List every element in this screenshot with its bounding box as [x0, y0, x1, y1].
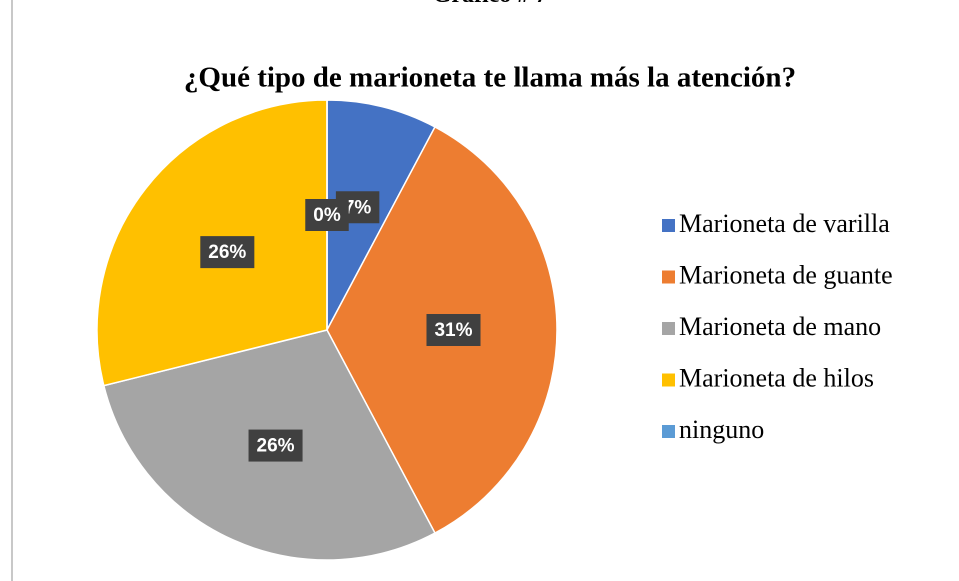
- legend-label: Marioneta de hilos: [679, 363, 874, 392]
- legend-swatch: [662, 219, 675, 232]
- data-label-text: 31%: [434, 320, 472, 341]
- pie-slice: [326, 99, 436, 331]
- legend-label: Marioneta de varilla: [679, 209, 890, 238]
- data-label-box: [426, 314, 481, 346]
- legend-label: ninguno: [679, 415, 764, 444]
- legend-label: Marioneta de guante: [679, 260, 893, 289]
- figure-heading: Gráfico # 7: [433, 0, 548, 8]
- data-label-text: 0%: [313, 205, 341, 226]
- chart-title: ¿Qué tipo de marioneta te llama más la a…: [184, 62, 796, 94]
- data-label-box: [248, 429, 303, 462]
- data-label-box: [305, 199, 349, 231]
- data-label: 26%: [248, 429, 303, 462]
- data-label: 0%: [305, 199, 349, 231]
- data-label-text: 26%: [257, 436, 295, 457]
- legend-swatch: [662, 425, 675, 438]
- legend-label: Marioneta de mano: [679, 312, 881, 341]
- data-label-text: 7%: [344, 197, 372, 218]
- legend-swatch: [662, 373, 675, 387]
- legend-swatch: [662, 270, 675, 284]
- data-label: 26%: [200, 236, 255, 269]
- data-label: 31%: [426, 314, 481, 346]
- legend-swatch: [662, 322, 675, 335]
- data-label-box: [200, 236, 255, 269]
- data-label-text: 26%: [208, 242, 246, 263]
